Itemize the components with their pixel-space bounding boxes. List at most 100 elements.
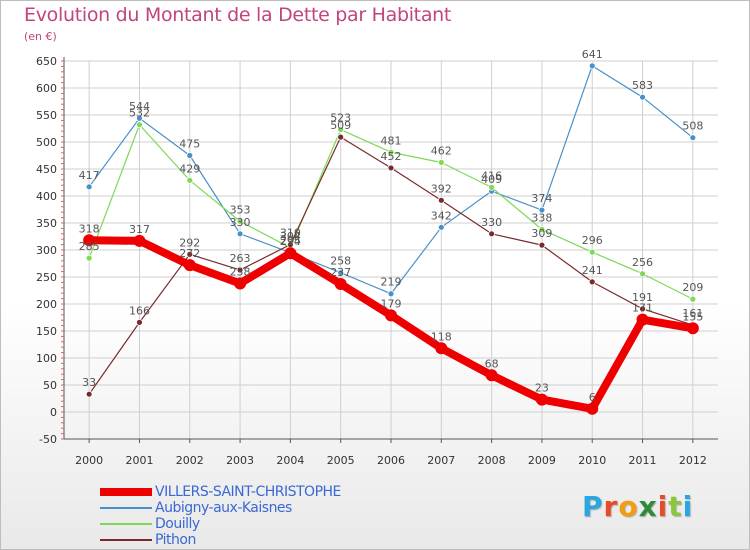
data-point [588,62,596,70]
data-label: 318 [79,222,100,235]
legend-swatch [100,539,152,541]
data-label: 241 [582,264,603,277]
data-point [83,234,96,247]
x-tick-label: 2001 [125,454,153,467]
data-label: 641 [582,48,603,61]
data-point [334,278,347,291]
y-tick-label: 0 [50,406,57,419]
data-label: 409 [481,173,502,186]
data-label: 475 [179,138,200,151]
x-tick-label: 2007 [427,454,455,467]
data-point [639,270,646,278]
logo-letter: i [682,490,694,523]
data-label: 171 [632,302,653,315]
data-point [136,121,143,129]
data-point [639,305,646,313]
data-label: 338 [531,211,552,224]
data-label: 532 [129,107,150,120]
y-tick-label: 150 [36,325,57,338]
data-point [387,290,395,298]
data-point [236,266,244,274]
data-point [387,148,395,156]
data-label: 416 [481,169,502,182]
data-label: 296 [582,234,603,247]
x-tick-label: 2005 [327,454,355,467]
data-label: 166 [129,304,150,317]
data-point [639,93,646,101]
y-tick-label: -50 [39,433,57,446]
x-tick-label: 2011 [629,454,657,467]
data-label: 583 [632,79,653,92]
y-tick-label: 550 [36,109,57,122]
legend-swatch [100,507,152,509]
x-tick-label: 2006 [377,454,405,467]
y-tick-label: 200 [36,298,57,311]
data-label: 374 [531,192,552,205]
chart-unit: (en €) [24,30,57,43]
data-point [538,226,546,233]
data-label: 237 [330,266,351,279]
data-label: 304 [280,230,301,243]
data-point [234,277,247,290]
data-label: 417 [79,169,100,182]
data-label: 155 [682,310,703,323]
data-label: 258 [330,255,351,268]
data-label: 191 [632,291,653,304]
data-label: 209 [682,281,703,294]
data-label: 292 [179,236,200,249]
data-point [488,183,496,191]
data-point [183,259,196,272]
data-label: 330 [230,216,251,229]
legend-label: Douilly [155,516,200,532]
logo-letter: t [668,490,683,523]
data-point [337,269,345,277]
y-tick-label: 250 [36,271,57,284]
data-point [236,217,244,225]
legend-label: Pithon [155,532,196,548]
y-tick-label: 400 [36,190,57,203]
data-point [538,206,546,214]
data-label: 23 [535,382,549,395]
data-point [588,248,596,256]
data-label: 523 [330,112,351,125]
data-label: 33 [82,376,96,389]
logo-letter: P [582,490,604,523]
y-tick-label: 50 [43,379,57,392]
y-tick-label: 500 [36,136,57,149]
data-label: 272 [179,247,200,260]
y-tick-label: 650 [36,55,57,68]
x-tick-label: 2002 [176,454,204,467]
data-label: 285 [79,240,100,253]
data-point [636,313,649,326]
data-label: 263 [230,252,251,265]
data-point [586,402,599,415]
data-label: 68 [485,357,499,370]
x-tick-label: 2010 [578,454,606,467]
legend-swatch [100,523,152,525]
x-tick-label: 2004 [276,454,304,467]
data-label: 342 [431,209,452,222]
data-point [85,183,93,191]
data-point [538,241,546,249]
logo-letter: i [657,490,669,523]
data-point [85,390,93,398]
data-label: 462 [431,145,452,158]
data-label: 330 [481,216,502,229]
data-point [437,159,445,166]
data-label: 219 [381,276,402,289]
data-label: 317 [129,223,150,236]
data-label: 481 [381,134,402,147]
x-tick-label: 2003 [226,454,254,467]
data-label: 238 [230,265,251,278]
y-tick-label: 300 [36,244,57,257]
data-point [136,318,143,326]
data-point [488,230,496,238]
logo-letter: x [638,490,658,523]
data-label: 310 [280,227,301,240]
data-point [186,152,194,159]
data-label: 256 [632,256,653,269]
logo-letter: o [618,490,639,523]
legend-swatch [100,488,152,496]
data-point [136,114,143,122]
